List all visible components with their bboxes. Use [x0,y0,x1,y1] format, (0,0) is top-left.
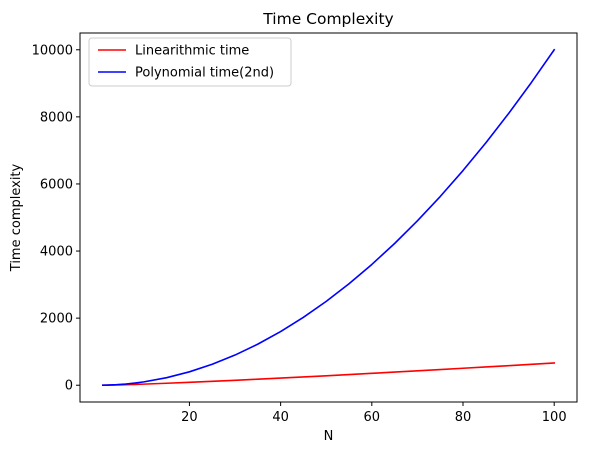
x-tick-label: 20 [181,410,198,425]
y-tick-label: 8000 [40,110,73,125]
x-tick-label: 100 [542,410,567,425]
y-tick-label: 10000 [32,43,73,58]
y-tick-label: 4000 [40,245,73,260]
x-tick-label: 60 [364,410,381,425]
x-axis-title: N [324,429,334,444]
series-line-2 [101,48,556,387]
legend: Linearithmic time Polynomial time(2nd) [88,37,292,87]
axes-frame [79,32,578,403]
x-tick-label: 80 [455,410,472,425]
x-tick-label: 40 [272,410,289,425]
y-tick-label: 0 [65,379,73,394]
legend-label-1: Linearithmic time [135,44,249,59]
chart-title: Time Complexity [262,10,393,28]
y-tick-label: 2000 [40,312,73,327]
series-line-1 [101,362,556,387]
y-tick-label: 6000 [40,177,73,192]
y-axis-title: Time complexity [9,163,24,272]
plot-area: 20 40 60 80 100 0 2000 4000 6000 8000 10000 Lineari… [32,32,578,425]
legend-box [88,37,292,87]
legend-label-2: Polynomial time(2nd) [135,66,274,81]
